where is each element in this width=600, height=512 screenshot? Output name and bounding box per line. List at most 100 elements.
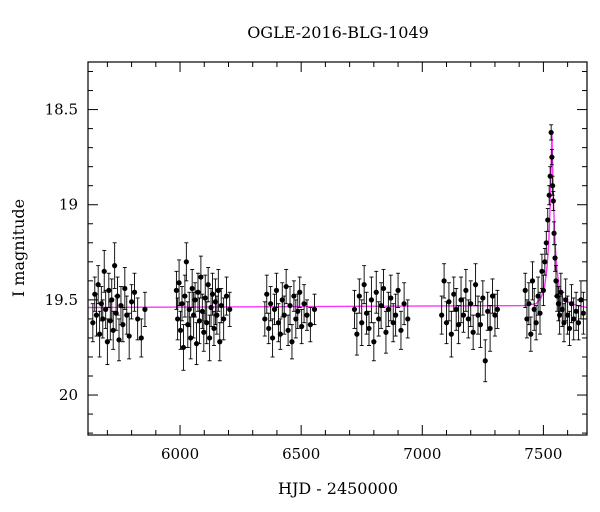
data-point (472, 282, 479, 288)
data-point (535, 293, 541, 299)
data-point (524, 316, 530, 322)
data-point (487, 325, 493, 332)
tick-marks (88, 62, 587, 435)
data-point (555, 301, 562, 307)
data-point (545, 217, 551, 223)
data-point (393, 312, 399, 318)
data-point (101, 268, 107, 274)
data-point (266, 325, 272, 332)
data-point (366, 325, 372, 332)
data-point (192, 297, 198, 303)
data-point (363, 310, 370, 316)
data-point (351, 306, 358, 312)
data-point (550, 198, 556, 204)
data-point (448, 331, 454, 337)
data-point (489, 293, 496, 299)
data-point (529, 278, 536, 284)
plot-frame (87, 61, 588, 436)
data-point (95, 282, 101, 288)
data-point (198, 274, 204, 280)
y-tick-label: 19.5 (45, 291, 78, 309)
data-point (451, 291, 457, 297)
data-point (543, 240, 549, 246)
data-point (285, 327, 291, 333)
data-point (542, 259, 548, 265)
data-point (217, 339, 223, 345)
data-point (183, 259, 189, 265)
data-point (494, 306, 500, 312)
data-point (492, 312, 498, 318)
x-tick-label: 7500 (524, 445, 562, 463)
data-point (202, 295, 208, 301)
data-point (196, 318, 203, 324)
data-point (549, 154, 555, 160)
data-point (209, 291, 216, 297)
data-point (439, 312, 445, 318)
data-point (568, 301, 575, 307)
data-point (547, 173, 553, 179)
model-curve (87, 132, 588, 309)
data-point (373, 289, 379, 295)
data-point (295, 308, 301, 314)
data-point (540, 287, 546, 293)
data-point (175, 316, 181, 322)
data-point (398, 327, 404, 333)
y-tick-labels: 18.5 19 19.5 20 (45, 101, 78, 404)
data-point (548, 129, 554, 136)
data-point (561, 320, 567, 326)
data-point (533, 320, 539, 326)
data-point (297, 289, 303, 295)
data-point (482, 358, 488, 364)
data-point (550, 183, 556, 189)
model-layer (87, 132, 588, 309)
data-point (135, 316, 141, 322)
data-point (460, 312, 467, 318)
data-point (180, 344, 187, 351)
data-point (264, 291, 270, 297)
data-point (446, 299, 452, 305)
data-point (557, 312, 563, 318)
data-point (470, 329, 476, 335)
data-point (376, 316, 382, 322)
y-tick-label: 19 (59, 196, 78, 214)
x-tick-label: 7000 (403, 445, 441, 463)
data-point (93, 312, 100, 318)
data-point (205, 282, 211, 288)
data-point (291, 293, 297, 299)
x-tick-label: 6000 (161, 445, 199, 463)
data-point (110, 327, 116, 333)
data-point (227, 306, 233, 312)
data-point (354, 331, 360, 337)
data-point (106, 287, 112, 293)
data-point (565, 312, 571, 318)
data-point (120, 322, 126, 328)
data-point (356, 293, 362, 299)
data-point (380, 285, 387, 292)
data-point (262, 316, 268, 322)
data-point (307, 322, 313, 328)
data-point (401, 301, 407, 307)
data-point (188, 335, 194, 341)
data-point (142, 306, 148, 312)
data-point (522, 287, 528, 293)
y-tick-label: 18.5 (45, 101, 78, 119)
data-point (201, 329, 207, 335)
data-point (441, 278, 447, 284)
data-point (287, 302, 293, 309)
data-point (552, 255, 558, 261)
data-point (388, 295, 394, 301)
data-point (465, 316, 471, 322)
data-point (575, 320, 582, 326)
data-point (176, 280, 182, 286)
data-point (214, 312, 220, 318)
data-point (463, 287, 469, 293)
data-point (546, 192, 552, 198)
data-point (531, 306, 537, 312)
data-point (218, 302, 224, 309)
data-point (271, 306, 278, 312)
data-point (109, 297, 115, 303)
data-point (186, 306, 192, 312)
x-tick-labels: 6000 6500 7000 7500 (161, 445, 563, 463)
data-point (215, 287, 221, 293)
data-point (299, 323, 305, 330)
